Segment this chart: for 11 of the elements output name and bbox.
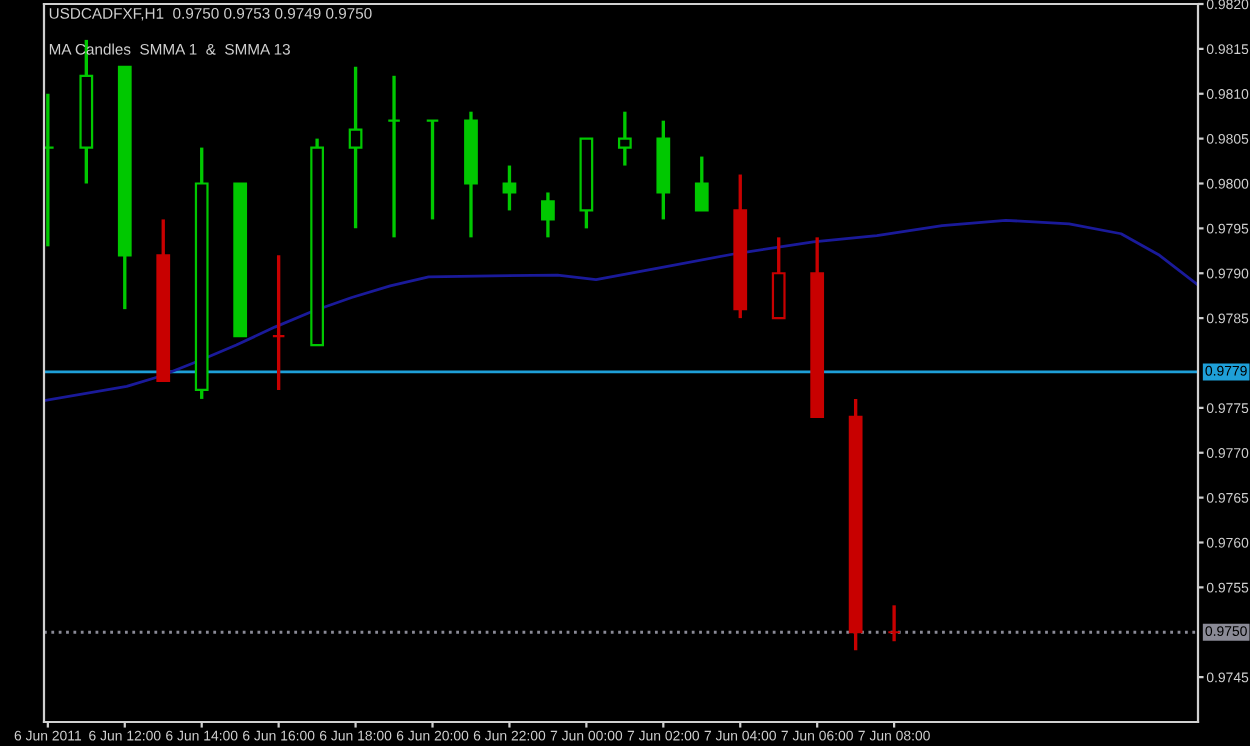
candlestick: [271, 253, 286, 392]
candlestick: [887, 603, 901, 643]
candlestick: [771, 235, 786, 320]
candlestick: [425, 119, 440, 222]
candlestick: [541, 190, 555, 240]
candlestick: [502, 163, 517, 213]
line-series: [44, 218, 1198, 403]
candlestick: [694, 154, 709, 213]
candlestick: [387, 74, 401, 240]
candlestick: [617, 110, 632, 168]
candlestick: [348, 65, 363, 231]
